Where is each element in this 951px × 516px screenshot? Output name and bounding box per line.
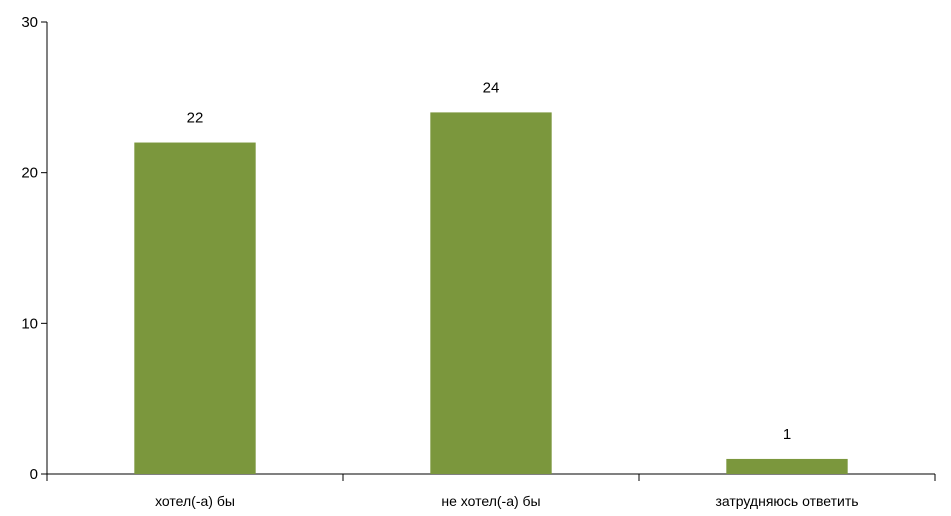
- labels: 0 10 20 30 22 хотел(-а) бы 24 не хотел(-а) бы 1 з…: [21, 14, 858, 509]
- y-tick-label: 30: [21, 14, 38, 31]
- category-label: затрудняюсь ответить: [715, 493, 858, 509]
- category-label: не хотел(-а) бы: [441, 493, 540, 509]
- data-label: 1: [783, 426, 791, 443]
- data-label: 22: [187, 110, 204, 127]
- bar: [430, 112, 552, 475]
- category-label: хотел(-а) бы: [155, 493, 235, 509]
- bars: [134, 112, 848, 475]
- y-tick-label: 10: [21, 315, 38, 332]
- data-label: 24: [483, 79, 500, 96]
- y-tick-label: 20: [21, 165, 38, 182]
- bar: [134, 142, 256, 475]
- bar: [726, 458, 848, 474]
- y-tick-label: 0: [30, 466, 38, 483]
